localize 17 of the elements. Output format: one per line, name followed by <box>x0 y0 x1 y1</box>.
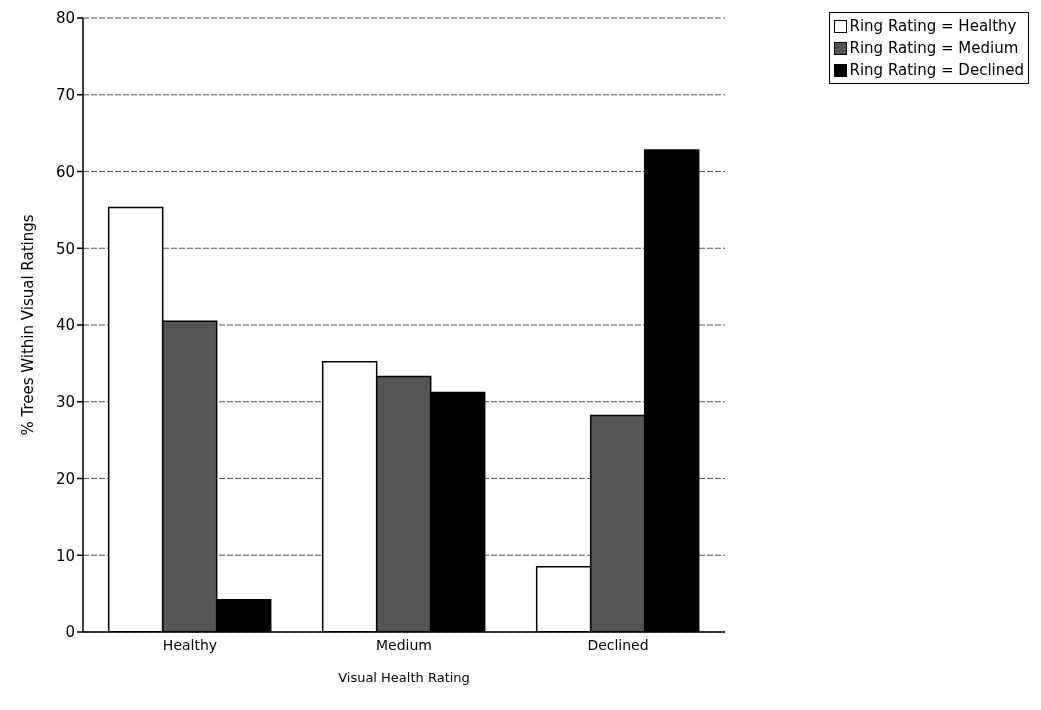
y-tick-label: 20 <box>55 469 75 488</box>
y-tick-label: 50 <box>55 239 75 258</box>
y-tick-label: 80 <box>55 9 75 28</box>
x-axis-title: Visual Health Rating <box>338 670 470 685</box>
legend-label: Ring Rating = Healthy <box>849 16 1017 37</box>
y-tick-label: 60 <box>55 162 75 181</box>
y-axis-title: % Trees Within Visual Ratings <box>19 214 38 436</box>
x-tick-label: Declined <box>587 636 649 653</box>
legend-label: Ring Rating = Declined <box>849 60 1024 81</box>
y-tick-label: 70 <box>55 86 75 105</box>
y-tick-label: 10 <box>55 546 75 565</box>
y-tick-label: 40 <box>55 316 75 335</box>
x-tick-label: Healthy <box>162 636 218 653</box>
y-tick-label: 0 <box>65 623 75 642</box>
y-tick-label: 30 <box>55 393 75 412</box>
legend-label: Ring Rating = Medium <box>849 38 1019 59</box>
x-tick-label: Medium <box>376 636 432 653</box>
